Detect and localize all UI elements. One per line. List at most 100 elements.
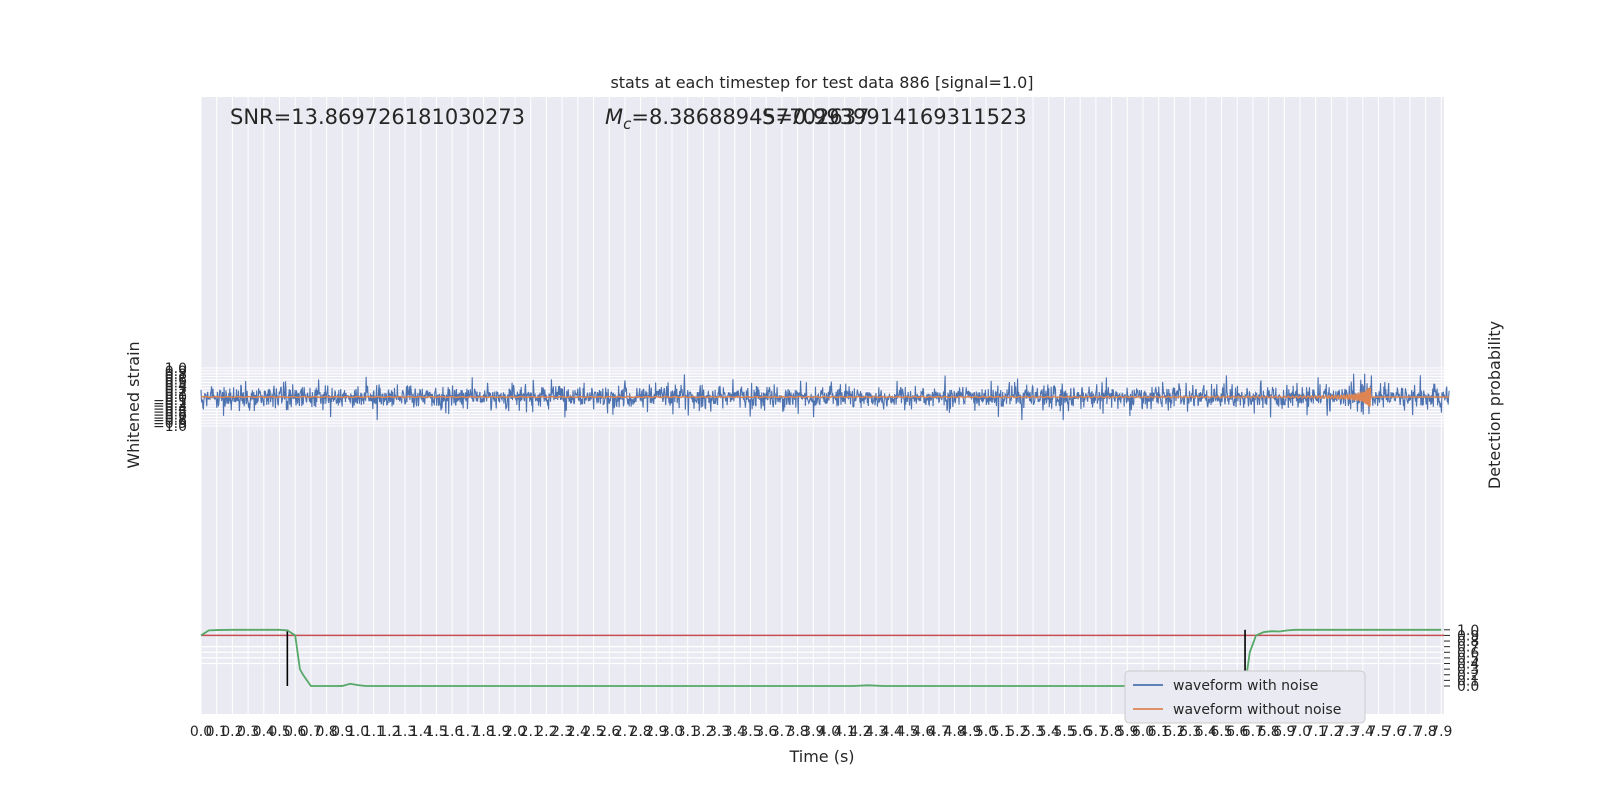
x-tick-label: 5.5 [1053,724,1075,740]
x-tick-label: 4.9 [959,724,981,740]
ticks: 0.00.10.20.30.40.50.60.70.80.91.01.11.21… [153,361,1479,740]
x-tick-label: 3.4 [724,724,746,740]
y-tick-label: −0.6 [153,407,187,423]
x-tick-label: 0.0 [190,724,212,740]
y-tick-label: 0.7 [165,370,187,386]
y2-tick-label: 0.7 [1457,640,1479,656]
x-tick-label: 0.1 [206,724,228,740]
x-tick-label: 5.2 [1006,724,1028,740]
x-tick-label: 3.6 [755,724,777,740]
x-tick-label: 3.5 [739,724,761,740]
x-tick-label: 2.5 [582,724,604,740]
y-tick-label: 0.6 [165,373,187,389]
chart-title: stats at each timestep for test data 886… [610,73,1033,92]
x-tick-label: 5.4 [1038,724,1060,740]
x-tick-label: 6.7 [1242,724,1264,740]
y2-tick-label: 0.6 [1457,645,1479,661]
x-tick-label: 2.7 [614,724,636,740]
x-tick-label: 1.1 [363,724,385,740]
x-tick-label: 1.9 [488,724,510,740]
chirp-mass-symbol: M [605,105,623,129]
x-tick-label: 5.1 [991,724,1013,740]
y-tick-label: 0.2 [165,384,187,400]
x-tick-label: 0.2 [221,724,243,740]
x-tick-label: 4.6 [912,724,934,740]
y-tick-label: −0.8 [153,413,187,429]
x-tick-label: 5.7 [1085,724,1107,740]
y-tick-label: −0.3 [153,399,187,415]
x-tick-label: 0.8 [315,724,337,740]
legend-box [1124,670,1366,724]
x-tick-label: 5.6 [1069,724,1091,740]
overlay [200,628,1444,687]
y-tick-label: −0.7 [153,410,187,426]
y-axis-label: Whitened strain [124,341,143,468]
x-tick-label: 6.6 [1226,724,1248,740]
x-tick-label: 7.9 [1430,724,1452,740]
x-tick-label: 1.5 [425,724,447,740]
y-tick-label: −0.5 [153,405,187,421]
x-tick-label: 4.3 [865,724,887,740]
x-tick-label: 2.3 [551,724,573,740]
y-tick-label: 0.4 [165,378,187,394]
x-tick-label: 7.2 [1320,724,1342,740]
x-tick-label: 1.8 [472,724,494,740]
x-tick-label: 5.3 [1022,724,1044,740]
x-tick-label: 3.3 [708,724,730,740]
x-tick-label: 0.4 [253,724,275,740]
x-tick-label: 1.0 [347,724,369,740]
y2-tick-label: 0.9 [1457,628,1479,644]
y2-tick-label: 0.1 [1457,673,1479,689]
x-tick-label: 4.4 [881,724,903,740]
x-tick-label: 7.7 [1399,724,1421,740]
y2-tick-label: 0.3 [1457,662,1479,678]
x-tick-label: 6.5 [1210,724,1232,740]
legend: waveform with noise waveform without noi… [1124,670,1366,724]
x-tick-label: 6.3 [1179,724,1201,740]
x-tick-label: 3.0 [661,724,683,740]
y-tick-label: 0.0 [165,390,187,406]
series-line-noise [200,373,1450,421]
x-tick-label: 1.4 [410,724,432,740]
y2-tick-label: 0.4 [1457,657,1479,673]
x-tick-label: 4.2 [849,724,871,740]
x-tick-label: 7.4 [1352,724,1374,740]
chirp-mass-value: =8.386889457702637 [631,105,869,129]
x-tick-label: 7.5 [1367,724,1389,740]
y-tick-label: −1.0 [153,419,187,435]
series-line-template [200,387,1450,407]
x-tick-label: 0.9 [331,724,353,740]
legend-label-noise: waveform with noise [1173,678,1318,694]
x-tick-label: 1.7 [457,724,479,740]
x-tick-label: 2.0 [504,724,526,740]
y2-tick-label: 1.0 [1457,623,1479,639]
x-tick-label: 4.0 [818,724,840,740]
snr-annotation: SNR=13.869726181030273 [230,105,525,129]
x-tick-label: 1.3 [394,724,416,740]
noise-series [200,373,1450,421]
y-tick-label: −0.4 [153,402,187,418]
x-tick-label: 6.8 [1257,724,1279,740]
chirp-mass-annotation: Mc=8.386889457702637 [605,105,869,133]
y-tick-label: 1.0 [165,361,187,377]
x-tick-label: 1.2 [378,724,400,740]
x-tick-label: 2.4 [567,724,589,740]
y2-axis-label: Detection probability [1485,321,1504,489]
x-tick-label: 3.2 [692,724,714,740]
series-line-probability [200,628,1442,687]
x-tick-label: 2.1 [520,724,542,740]
x-tick-label: 7.0 [1289,724,1311,740]
x-tick-label: 7.8 [1414,724,1436,740]
x-tick-label: 4.1 [834,724,856,740]
x-tick-label: 5.8 [1100,724,1122,740]
x-tick-label: 6.9 [1273,724,1295,740]
x-tick-label: 2.9 [645,724,667,740]
x-tick-label: 5.9 [1116,724,1138,740]
x-tick-label: 0.7 [300,724,322,740]
x-tick-label: 6.0 [1132,724,1154,740]
chirp-mass-subscript: c [623,115,632,133]
x-tick-label: 3.1 [677,724,699,740]
y2-tick-label: 0.0 [1457,679,1479,695]
x-tick-label: 3.9 [802,724,824,740]
